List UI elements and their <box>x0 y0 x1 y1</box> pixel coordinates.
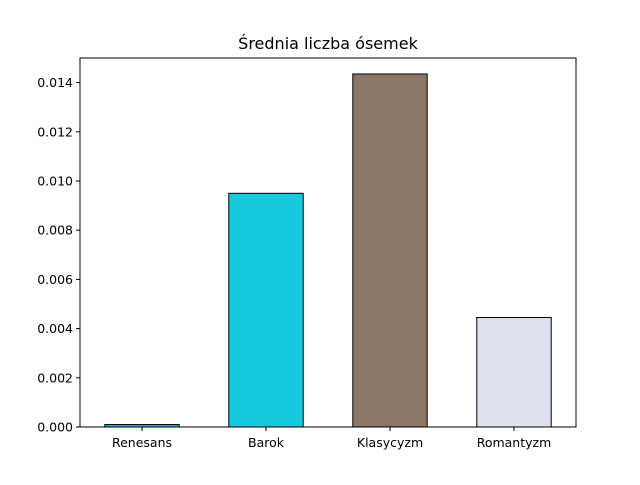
bar-romantyzm <box>476 317 552 428</box>
x-tick-label: Romantyzm <box>477 435 552 450</box>
y-tick-label: 0.002 <box>37 370 73 385</box>
y-tick-label: 0.004 <box>37 321 73 336</box>
y-axis: 0.000 0.002 0.004 0.006 0.008 0.010 0.012 0.014 <box>37 75 80 435</box>
y-tick-label: 0.008 <box>37 223 73 238</box>
x-tick-label: Barok <box>248 435 285 450</box>
bars-group <box>104 73 552 428</box>
bar-barok <box>228 192 304 428</box>
x-axis: Renesans Barok Klasycyzm Romantyzm <box>112 427 551 450</box>
y-tick-label: 0.010 <box>37 174 73 189</box>
bar-klasycyzm <box>352 73 428 428</box>
y-tick-label: 0.006 <box>37 272 73 287</box>
x-tick-label: Renesans <box>112 435 172 450</box>
x-tick-label: Klasycyzm <box>357 435 423 450</box>
y-tick-label: 0.014 <box>37 75 73 90</box>
y-tick-label: 0.000 <box>37 420 73 435</box>
plot-frame <box>79 57 577 428</box>
chart-title: Średnia liczba ósemek <box>238 34 418 53</box>
y-tick-label: 0.012 <box>37 124 73 139</box>
